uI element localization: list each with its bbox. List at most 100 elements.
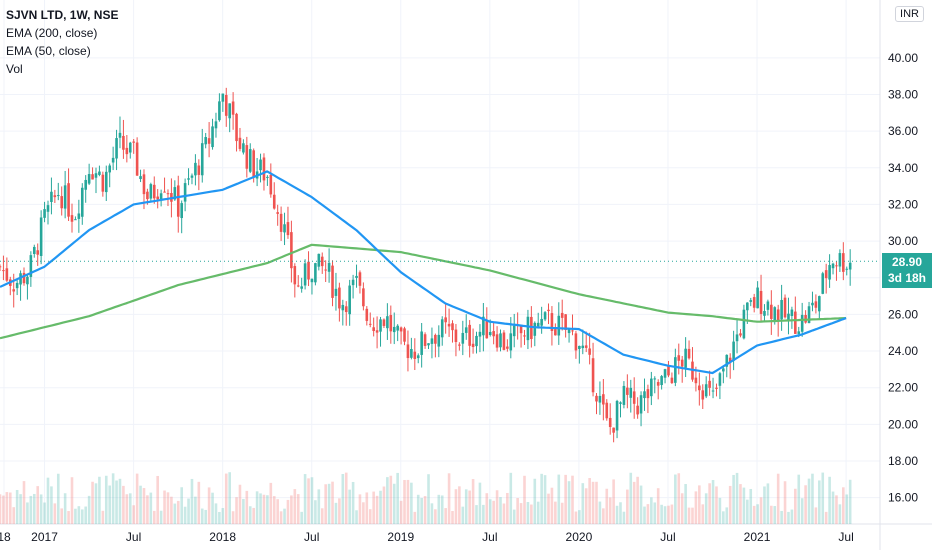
volume-bar — [451, 511, 454, 524]
volume-bar — [152, 510, 156, 524]
volume-bar — [622, 511, 626, 524]
candle-body — [468, 324, 471, 346]
candle-body — [310, 278, 314, 283]
volume-bar — [176, 500, 180, 524]
candle-body — [458, 344, 461, 346]
volume-bar — [19, 494, 22, 524]
volume-bar — [132, 505, 135, 524]
candle-body — [482, 316, 485, 336]
candle-body — [67, 183, 70, 217]
candle-body — [142, 174, 146, 195]
volume-bar — [468, 490, 471, 524]
volume-bar — [636, 476, 639, 524]
volume-bar — [279, 511, 283, 524]
candle-body — [677, 355, 681, 361]
candle-body — [355, 275, 358, 278]
currency-badge[interactable]: INR — [895, 6, 924, 22]
volume-bar — [163, 490, 166, 524]
volume-bar — [416, 494, 420, 524]
x-tick-label: 2020 — [566, 530, 593, 544]
volume-bar — [372, 491, 375, 524]
candle-body — [835, 265, 838, 267]
volume-bar — [248, 506, 252, 524]
volume-bar — [722, 511, 725, 524]
volume-bar — [272, 496, 276, 524]
volume-bar — [519, 503, 523, 524]
candle-body — [180, 203, 183, 219]
volume-bar — [461, 506, 465, 524]
volume-bar — [324, 484, 327, 524]
candle-body — [344, 306, 348, 313]
candle-body — [156, 196, 159, 200]
candle-body — [763, 311, 766, 316]
volume-bar — [482, 504, 485, 524]
volume-bar — [475, 505, 478, 524]
volume-bar — [77, 506, 81, 524]
volume-bar — [399, 500, 403, 524]
volume-bar — [749, 488, 753, 524]
ema50-line — [0, 170, 847, 375]
volume-bar — [224, 473, 228, 524]
volume-bar — [588, 478, 591, 524]
candle-body — [656, 382, 660, 386]
volume-bar — [368, 509, 372, 524]
candle-body — [780, 299, 783, 320]
candle-body — [159, 193, 163, 200]
x-tick-label: 2017 — [31, 530, 58, 544]
candle-body — [797, 331, 801, 334]
x-tick-label: Jul — [838, 530, 853, 544]
volume-bar — [677, 473, 681, 524]
candle-body — [36, 250, 40, 255]
volume-bar — [584, 488, 588, 524]
candle-body — [214, 121, 218, 129]
volume-bar — [8, 492, 12, 524]
candle-body — [523, 335, 526, 337]
volume-bar — [615, 505, 619, 524]
candle-body — [375, 330, 379, 333]
volume-bar — [22, 481, 26, 524]
volume-bar — [351, 481, 355, 524]
volume-bar — [269, 482, 273, 524]
y-tick-label: 36.00 — [888, 124, 918, 138]
volume-bar — [704, 493, 708, 524]
volume-bar — [101, 510, 105, 524]
volume-bar — [478, 482, 482, 524]
volume-bar — [314, 500, 317, 524]
y-tick-label: 34.00 — [888, 161, 918, 175]
volume-bar — [773, 506, 777, 524]
x-tick-label: Jul — [482, 530, 497, 544]
candle-body — [111, 157, 115, 163]
symbol-title: SJVN LTD, 1W, NSE — [6, 8, 119, 22]
candle-body — [362, 288, 365, 307]
candle-body — [547, 309, 550, 312]
volume-bar — [355, 510, 358, 524]
volume-bar — [715, 486, 718, 524]
volume-bar — [794, 488, 797, 524]
volume-bar — [197, 481, 201, 524]
candle-body — [746, 302, 749, 311]
volume-bar — [245, 490, 249, 524]
volume-bar — [814, 507, 818, 524]
volume-bar — [94, 483, 98, 524]
candle-body — [605, 402, 609, 419]
candle-body — [680, 359, 684, 367]
y-tick-label: 40.00 — [888, 51, 918, 65]
candle-body — [485, 320, 489, 339]
volume-bar — [382, 486, 386, 524]
candle-body — [317, 253, 321, 267]
volume-bar — [327, 483, 331, 524]
y-tick-label: 24.00 — [888, 344, 918, 358]
candle-body — [56, 195, 60, 197]
volume-bar — [464, 489, 468, 524]
candle-body — [334, 288, 338, 296]
candle-body — [591, 358, 595, 393]
candle-body — [396, 325, 399, 331]
volume-bar — [643, 506, 646, 524]
candle-body — [612, 427, 615, 433]
candle-body — [488, 331, 492, 335]
candle-body — [221, 93, 225, 102]
candle-body — [430, 338, 434, 344]
y-tick-label: 38.00 — [888, 87, 918, 101]
candle-body — [540, 318, 543, 326]
